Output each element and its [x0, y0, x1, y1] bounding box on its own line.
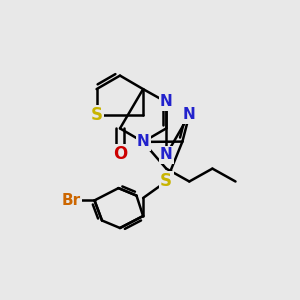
- Text: N: N: [160, 147, 172, 162]
- Text: O: O: [113, 145, 127, 163]
- Text: Br: Br: [62, 193, 81, 208]
- Text: S: S: [160, 172, 172, 190]
- Text: N: N: [137, 134, 149, 149]
- Text: N: N: [160, 94, 172, 110]
- Text: N: N: [183, 107, 196, 122]
- Text: S: S: [91, 106, 103, 124]
